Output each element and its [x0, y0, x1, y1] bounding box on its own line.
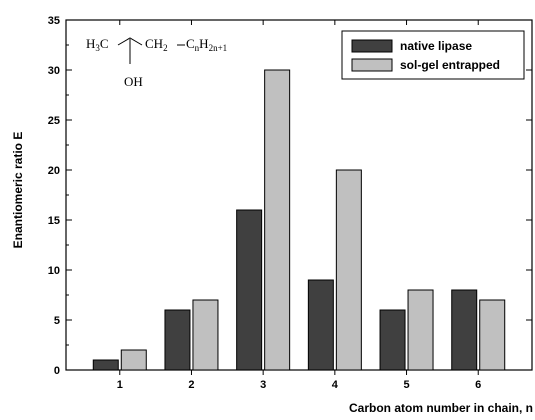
formula-oh: OH [124, 74, 143, 89]
x-tick-label: 6 [475, 379, 481, 391]
bar-sol-gel-entrapped-3 [264, 69, 291, 371]
bar-sol-gel-entrapped-1 [120, 349, 147, 371]
formula-h3c: H3C [86, 36, 109, 53]
bar-sol-gel-entrapped-5 [407, 289, 434, 371]
y-axis-ticks: 0 5 10 15 20 25 30 35 [48, 15, 532, 377]
legend-label-sol-gel-entrapped: sol-gel entrapped [400, 58, 500, 72]
bar-native-lipase-2 [164, 309, 191, 371]
x-tick-label: 4 [332, 379, 339, 391]
formula-ch2: CH2 [145, 36, 168, 53]
y-tick-label: 30 [48, 65, 60, 77]
bar-native-lipase-4 [307, 279, 334, 371]
x-axis-label: Carbon atom number in chain, n [349, 401, 533, 415]
bar-native-lipase-5 [379, 309, 406, 371]
bars-group [92, 69, 506, 371]
bar-native-lipase-6 [451, 289, 478, 371]
structure-annotation: H3C CH2 CnH2n+1 OH [86, 36, 227, 89]
legend-swatch-sol-gel-entrapped [351, 58, 393, 72]
bar-sol-gel-entrapped-2 [192, 299, 219, 371]
y-axis-label: Enantiomeric ratio E [11, 132, 25, 249]
legend: native lipase sol-gel entrapped [341, 30, 525, 80]
x-tick-label: 3 [260, 379, 266, 391]
bar-sol-gel-entrapped-4 [335, 169, 362, 371]
bar-sol-gel-entrapped-6 [479, 299, 506, 371]
y-tick-label: 25 [48, 115, 60, 127]
y-tick-label: 0 [54, 365, 60, 377]
y-tick-label: 5 [54, 315, 60, 327]
y-tick-label: 10 [48, 265, 60, 277]
formula-cnh2n1: CnH2n+1 [186, 36, 227, 53]
formula-bonds [117, 37, 143, 46]
y-tick-label: 15 [48, 215, 60, 227]
legend-swatch-native-lipase [351, 39, 393, 53]
x-tick-label: 1 [117, 379, 123, 391]
x-axis-ticks: 1 2 3 4 5 6 [117, 20, 481, 391]
legend-label-native-lipase: native lipase [400, 39, 472, 53]
y-tick-label: 35 [48, 15, 60, 27]
y-tick-label: 20 [48, 165, 60, 177]
bar-native-lipase-3 [236, 209, 263, 371]
x-tick-label: 2 [188, 379, 194, 391]
bar-native-lipase-1 [92, 359, 119, 371]
x-tick-label: 5 [403, 379, 409, 391]
